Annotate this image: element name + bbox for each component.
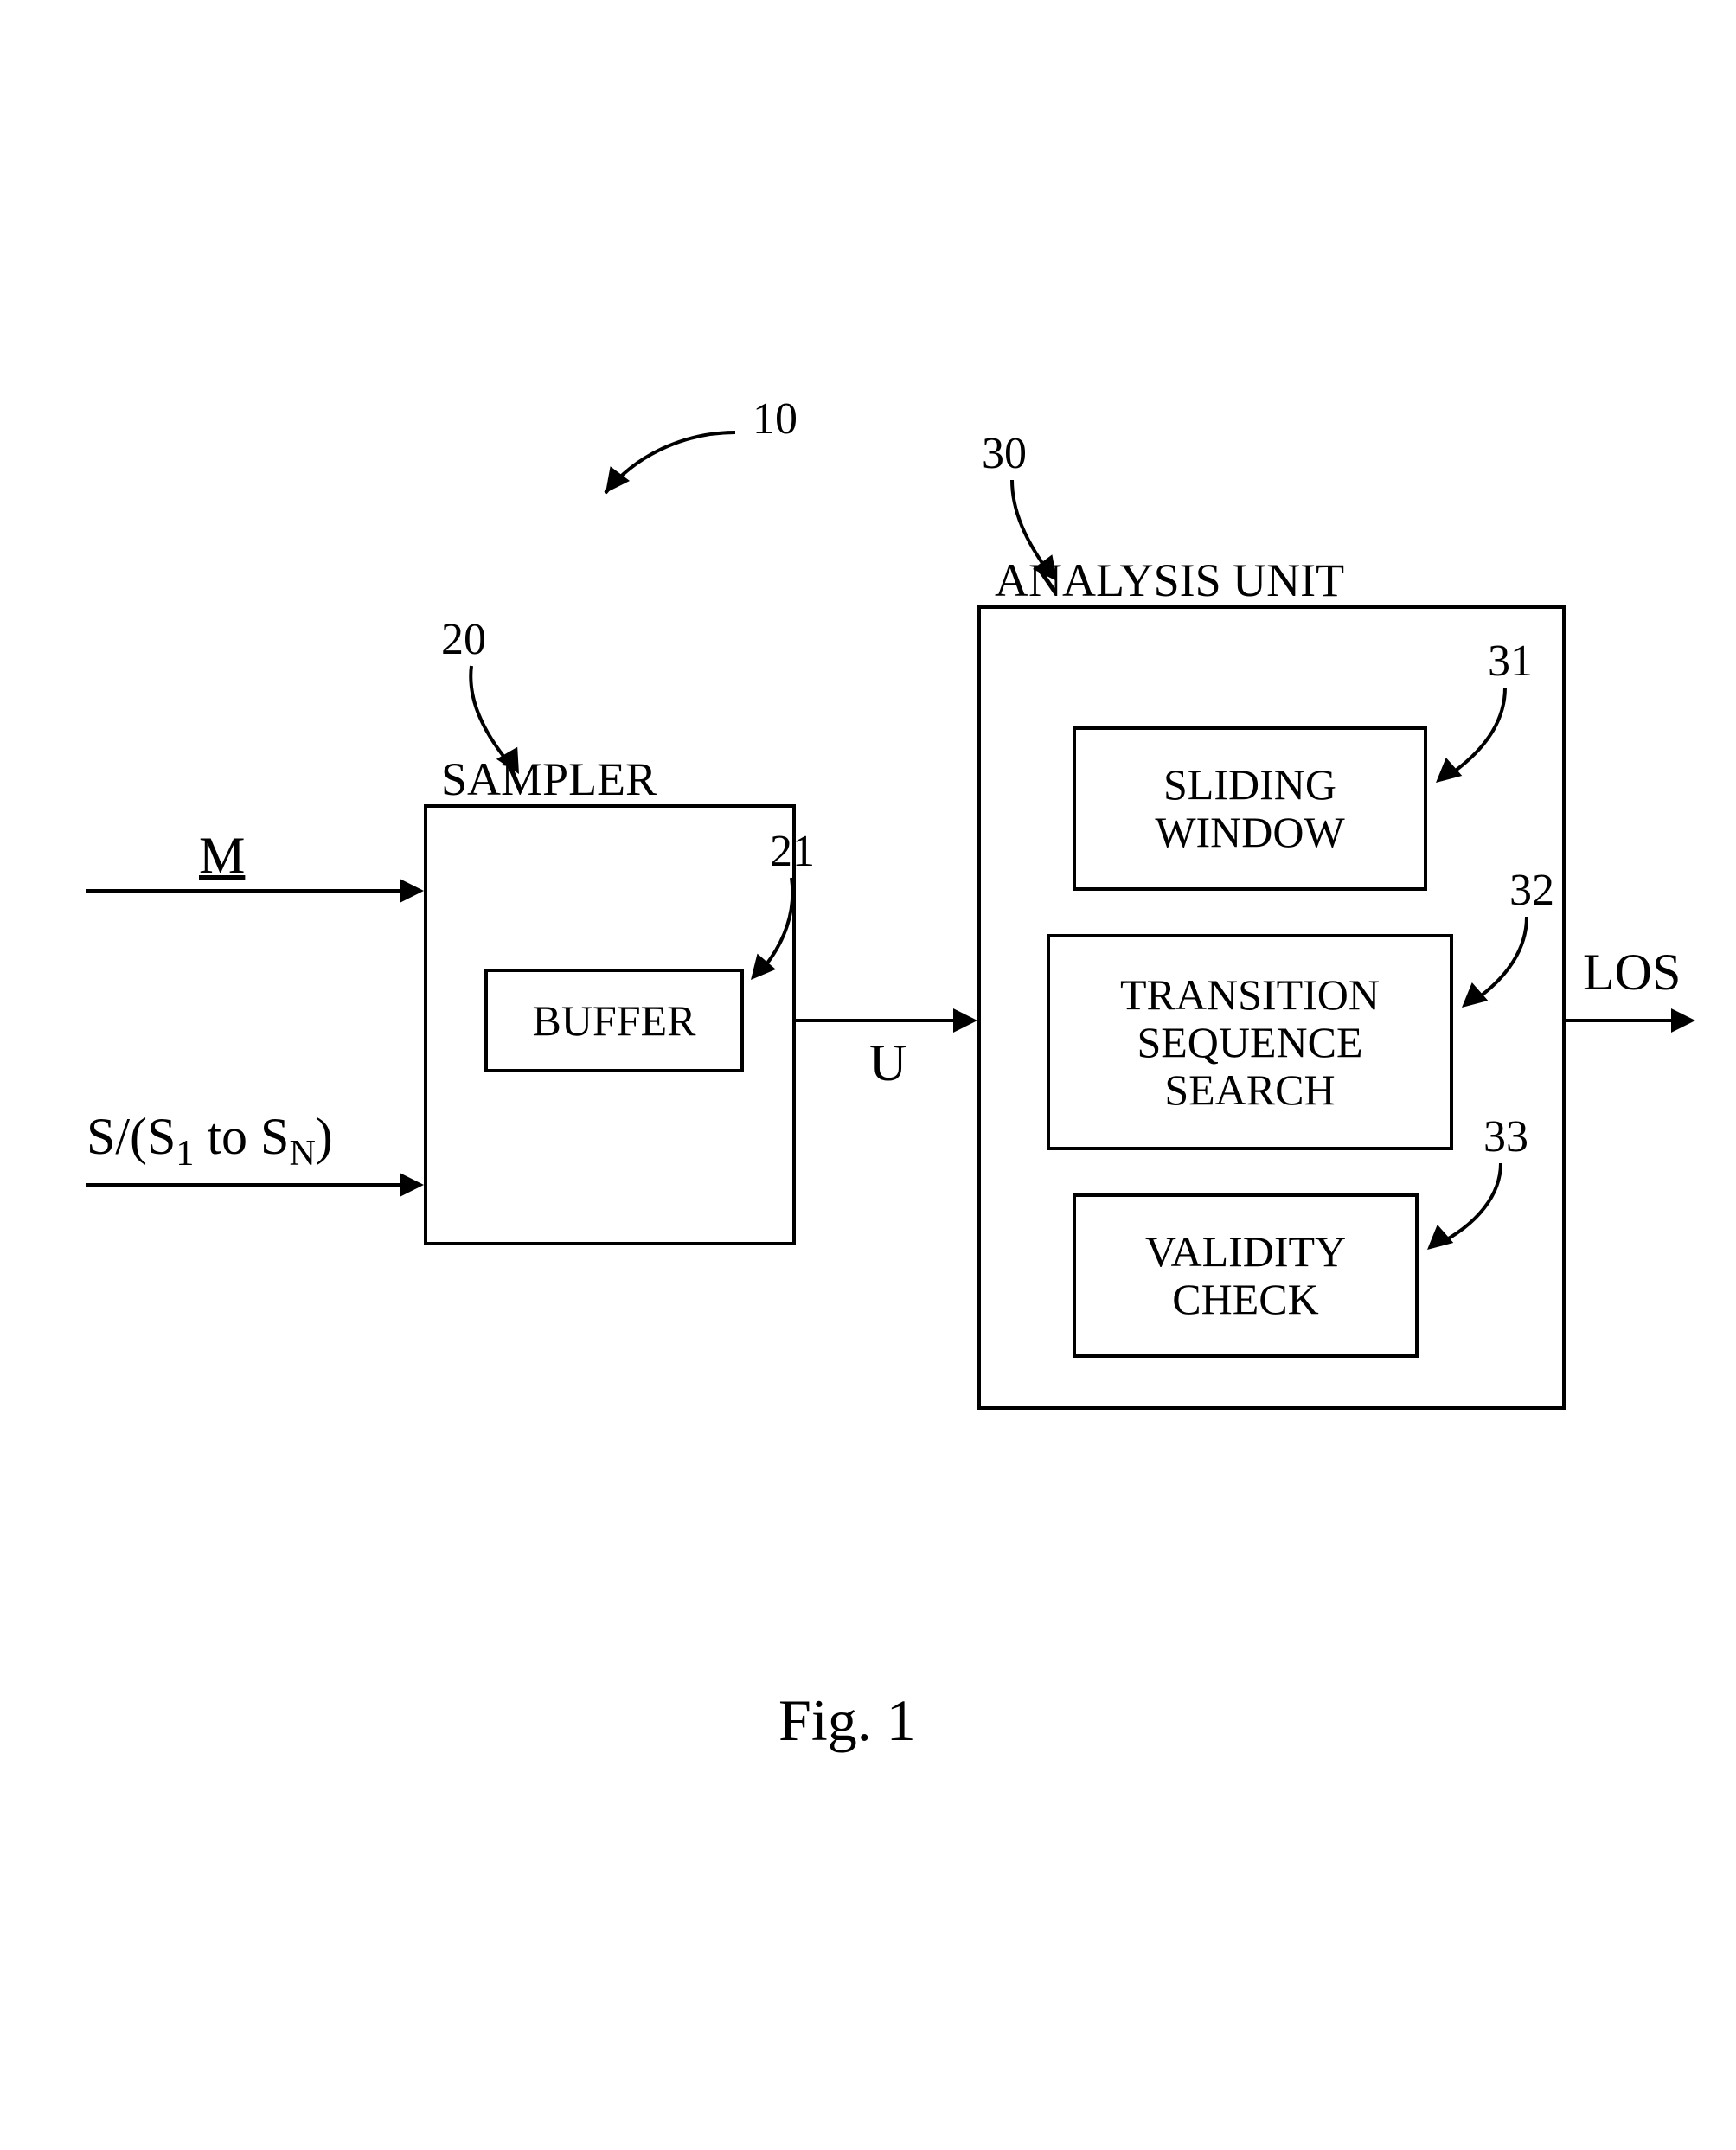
- tag-10: 10: [753, 394, 798, 445]
- tag-32: 32: [1509, 865, 1554, 916]
- diagram-canvas: SAMPLER BUFFER ANALYSIS UNIT SLIDING WIN…: [0, 0, 1736, 2150]
- buffer-block: BUFFER: [484, 969, 744, 1072]
- buffer-title: BUFFER: [533, 995, 696, 1046]
- tag-30: 30: [982, 428, 1027, 479]
- figure-caption: Fig. 1: [778, 1686, 916, 1755]
- tag-33: 33: [1483, 1111, 1528, 1162]
- signal-u-label: U: [869, 1033, 906, 1093]
- s-sub1: 1: [176, 1134, 194, 1174]
- tag-20: 20: [441, 614, 486, 665]
- transition-line3: SEARCH: [1164, 1066, 1335, 1114]
- tag-21: 21: [770, 826, 815, 877]
- s-prefix: S/(S: [86, 1108, 176, 1165]
- sampler-title: SAMPLER: [441, 752, 657, 806]
- validity-line2: CHECK: [1172, 1276, 1318, 1323]
- sliding-line1: SLIDING: [1163, 761, 1336, 809]
- input-s-label: S/(S1 to SN): [86, 1107, 333, 1174]
- validity-line1: VALIDITY: [1145, 1228, 1346, 1276]
- transition-line2: SEQUENCE: [1137, 1019, 1362, 1066]
- s-suffix: ): [316, 1108, 333, 1165]
- s-mid: to S: [194, 1108, 289, 1165]
- transition-block: TRANSITION SEQUENCE SEARCH: [1047, 934, 1453, 1150]
- analysis-title: ANALYSIS UNIT: [995, 553, 1344, 607]
- sliding-window-block: SLIDING WINDOW: [1073, 726, 1427, 891]
- input-m-label: M: [199, 826, 245, 886]
- sliding-line2: WINDOW: [1155, 809, 1344, 856]
- tag-31: 31: [1488, 636, 1533, 687]
- validity-block: VALIDITY CHECK: [1073, 1193, 1419, 1358]
- signal-los-label: LOS: [1583, 943, 1681, 1002]
- s-sub2: N: [289, 1134, 315, 1174]
- transition-line1: TRANSITION: [1120, 971, 1380, 1019]
